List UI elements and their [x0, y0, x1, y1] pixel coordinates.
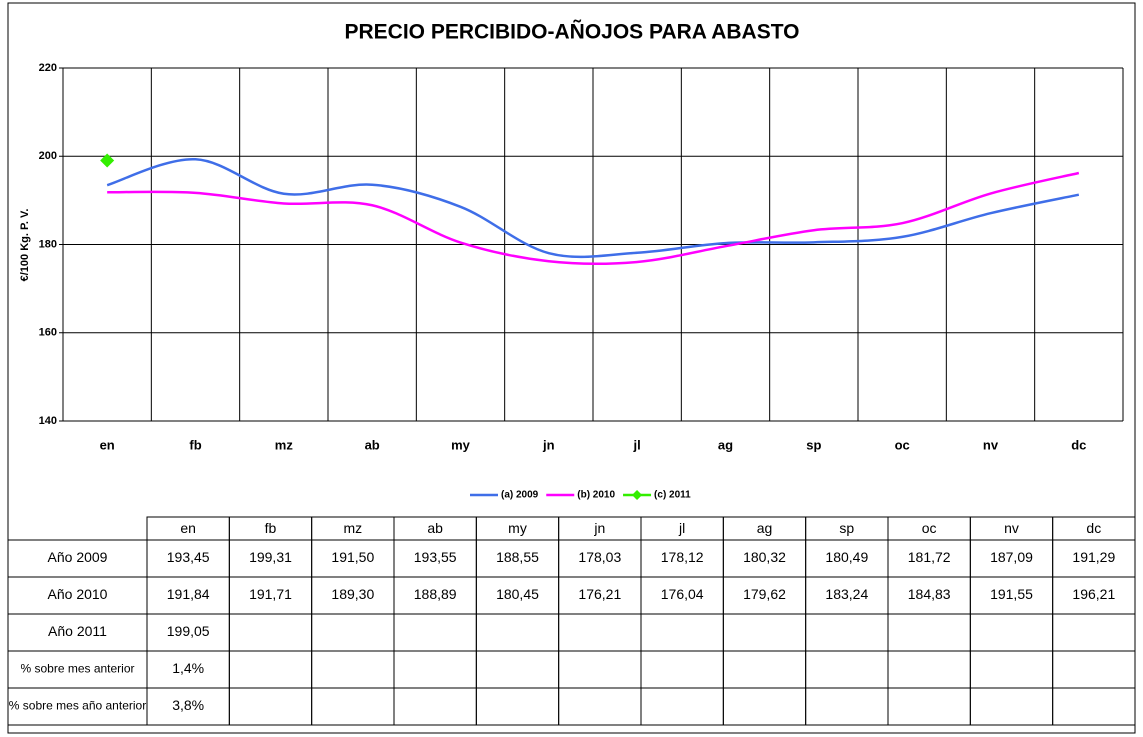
table-row-label: Año 2009	[48, 549, 108, 565]
table-value: 188,55	[496, 549, 539, 565]
table-value: 176,21	[578, 586, 621, 602]
x-tick-label: oc	[895, 437, 910, 452]
table-header: fb	[265, 520, 277, 536]
table-row-label: Año 2010	[48, 586, 108, 602]
x-tick-label: mz	[275, 437, 294, 452]
table-value: 180,49	[825, 549, 868, 565]
x-tick-label: fb	[189, 437, 201, 452]
table-header: en	[180, 520, 196, 536]
legend-label: (c) 2011	[654, 490, 691, 501]
y-axis-label: €/100 Kg. P. V.	[19, 209, 31, 282]
table-value: 178,03	[578, 549, 621, 565]
table-value: 180,32	[743, 549, 786, 565]
x-tick-label: ag	[718, 437, 733, 452]
x-tick-label: jl	[633, 437, 641, 452]
x-tick-label: jn	[542, 437, 555, 452]
table-header: jn	[593, 520, 605, 536]
table-value: 184,83	[908, 586, 951, 602]
table-value: 191,71	[249, 586, 292, 602]
chart-title: PRECIO PERCIBIDO-AÑOJOS PARA ABASTO	[344, 21, 799, 44]
table-header: ag	[757, 520, 773, 536]
y-tick-label: 180	[39, 238, 57, 250]
x-tick-label: sp	[806, 437, 821, 452]
y-tick-label: 160	[39, 327, 57, 339]
table-row-label: % sobre mes anterior	[20, 662, 134, 676]
table-value: 199,31	[249, 549, 292, 565]
table-value: 181,72	[908, 549, 951, 565]
table-value: 176,04	[661, 586, 704, 602]
legend-label: (b) 2010	[577, 490, 615, 501]
table-row-label: Año 2011	[48, 623, 107, 639]
table-row-label: % sobre mes año anterior	[9, 699, 146, 713]
table-value: 183,24	[825, 586, 868, 602]
table-header: my	[508, 520, 527, 536]
table-cell	[1052, 687, 1136, 726]
x-tick-label: my	[451, 437, 471, 452]
table-value: 180,45	[496, 586, 539, 602]
table-header: dc	[1086, 520, 1101, 536]
table-value: 189,30	[331, 586, 374, 602]
table-value: 196,21	[1072, 586, 1115, 602]
y-tick-label: 140	[39, 415, 57, 427]
table-value: 193,45	[167, 549, 210, 565]
table-header: mz	[343, 520, 362, 536]
table-value: 187,09	[990, 549, 1033, 565]
legend-label: (a) 2009	[501, 490, 539, 501]
table-value: 178,12	[661, 549, 704, 565]
table-value: 191,55	[990, 586, 1033, 602]
table-header: oc	[922, 520, 937, 536]
table-header: nv	[1004, 520, 1019, 536]
series-line	[107, 171, 1080, 266]
y-tick-label: 220	[39, 62, 57, 74]
table-value: 191,84	[167, 586, 210, 602]
x-tick-label: dc	[1071, 437, 1086, 452]
x-tick-label: nv	[983, 437, 999, 452]
table-value: 179,62	[743, 586, 786, 602]
series-line	[106, 158, 1080, 259]
table-value: 188,89	[414, 586, 457, 602]
table-value: 191,50	[331, 549, 374, 565]
table-header: jl	[678, 520, 685, 536]
table-value: 1,4%	[172, 660, 204, 676]
frame	[7, 2, 1136, 734]
table-header: sp	[839, 520, 854, 536]
point-marker	[100, 153, 115, 168]
x-tick-label: en	[100, 437, 115, 452]
legend-marker	[632, 490, 643, 500]
table-value: 3,8%	[172, 697, 204, 713]
table-value: 193,55	[414, 549, 457, 565]
y-tick-label: 200	[39, 150, 57, 162]
x-tick-label: ab	[365, 437, 380, 452]
table-value: 191,29	[1072, 549, 1115, 565]
table-header: ab	[427, 520, 443, 536]
table-value: 199,05	[167, 623, 210, 639]
